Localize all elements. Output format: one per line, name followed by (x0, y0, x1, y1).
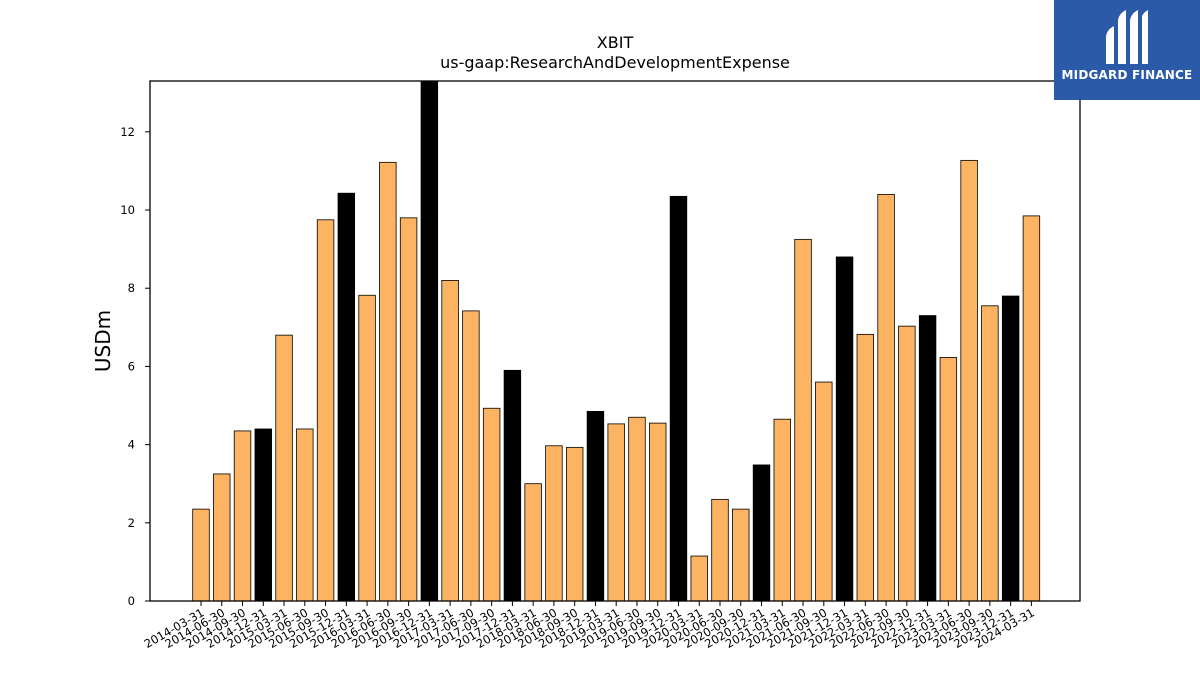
bar-2014-09-30 (233, 430, 252, 602)
bar-2015-12-31 (337, 192, 356, 602)
bar-2019-12-31 (669, 195, 688, 602)
y-tick-label: 6 (128, 359, 135, 373)
bar-2015-09-30 (316, 219, 335, 602)
bar-2017-06-30 (462, 310, 480, 602)
bar-2014-12-31 (254, 428, 272, 602)
bar-2023-06-30 (960, 159, 978, 602)
plot-frame (149, 80, 1081, 602)
bar-2018-12-31 (586, 410, 605, 602)
bar-2015-03-31 (275, 334, 293, 602)
bar-2021-06-30 (794, 238, 812, 602)
bar-2016-06-30 (379, 161, 397, 602)
bar-2018-09-30 (565, 446, 584, 602)
bar-2017-12-31 (503, 369, 522, 602)
bar-2020-09-30 (732, 508, 750, 602)
brand-logo-text: MIDGARD FINANCE (1061, 68, 1193, 82)
midgard-logo-icon (1106, 10, 1148, 64)
bar-2019-06-30 (628, 416, 646, 602)
bar-2017-03-31 (441, 279, 459, 602)
bar-2016-03-31 (358, 294, 376, 602)
bar-2018-06-30 (545, 445, 563, 602)
y-axis-ticks: 0 2 4 6 8 10 12 (120, 125, 150, 608)
bar-2022-12-31 (918, 315, 937, 602)
bar-2021-03-31 (773, 418, 791, 602)
y-axis-label: USDm (91, 310, 115, 372)
bar-2019-03-31 (607, 423, 625, 602)
bar-2019-09-30 (649, 422, 667, 602)
bar-2014-03-31 (192, 508, 210, 602)
brand-logo: MIDGARD FINANCE (1054, 0, 1200, 100)
bar-2020-12-31 (752, 464, 771, 602)
bar-2020-06-30 (711, 498, 729, 602)
y-tick-label: 10 (120, 203, 135, 217)
x-axis-ticks: 2014-03-312014-06-302014-09-302014-12-31… (142, 601, 1037, 651)
bar-2023-12-31 (1001, 295, 1020, 602)
bar-2023-09-30 (981, 305, 999, 602)
bar-2016-09-30 (399, 217, 418, 602)
bar-2020-03-31 (690, 555, 708, 602)
bar-2022-03-31 (856, 333, 875, 602)
bars-group (192, 80, 1041, 602)
bar-2022-09-30 (898, 325, 916, 602)
bar-2021-12-31 (835, 256, 854, 602)
y-tick-label: 12 (120, 125, 135, 139)
bar-2023-03-31 (939, 357, 958, 602)
chart-title: XBIT (597, 33, 634, 52)
y-tick-label: 8 (128, 281, 135, 295)
chart-subtitle: us-gaap:ResearchAndDevelopmentExpense (440, 53, 790, 72)
bar-2015-06-30 (296, 428, 314, 602)
y-tick-label: 2 (128, 516, 135, 530)
y-tick-label: 0 (128, 594, 135, 608)
bar-2014-06-30 (213, 473, 231, 602)
bar-2016-12-31 (420, 80, 439, 602)
bar-2021-09-30 (815, 381, 833, 602)
bar-2022-06-30 (877, 193, 895, 602)
bar-2017-09-30 (482, 407, 501, 602)
y-tick-label: 4 (128, 438, 135, 452)
bar-2018-03-31 (524, 483, 542, 602)
bar-2024-03-31 (1022, 215, 1041, 602)
